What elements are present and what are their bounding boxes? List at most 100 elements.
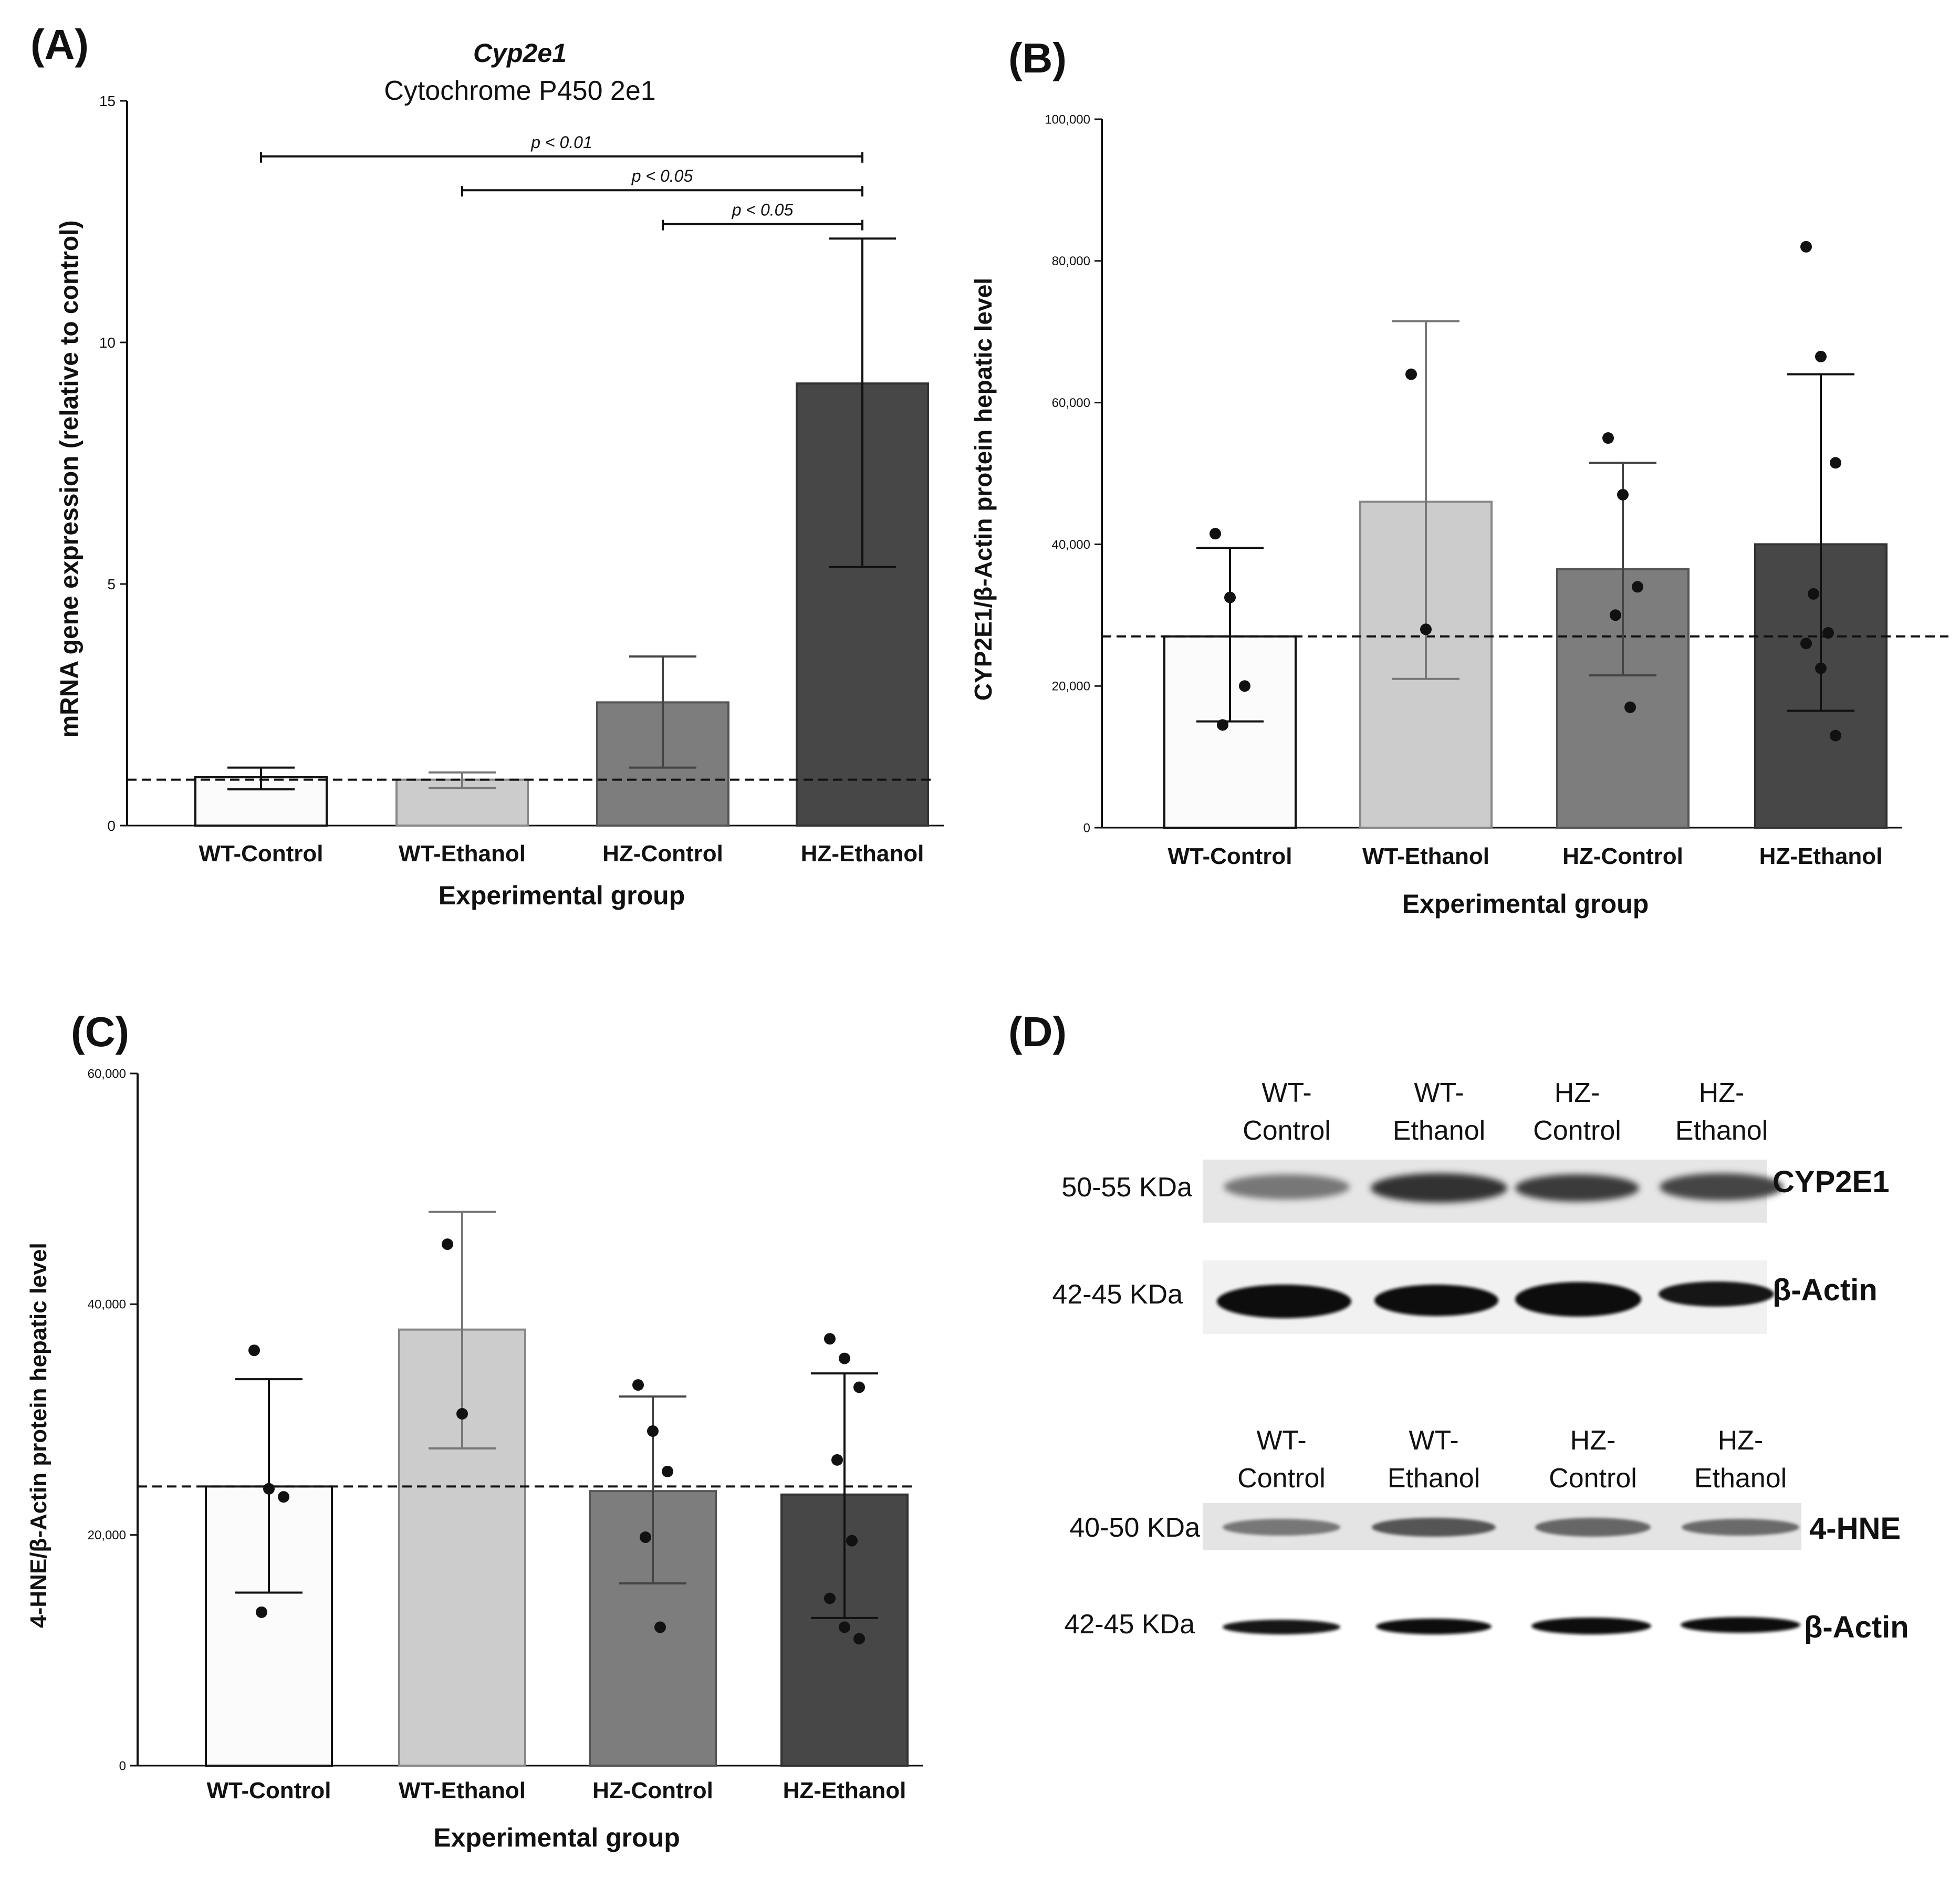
data-point bbox=[824, 1333, 836, 1345]
blot-size-4hne: 40-50 KDa bbox=[1069, 1513, 1200, 1543]
upper-lane-2-line1: WT- bbox=[1414, 1078, 1464, 1108]
category-label: HZ-Ethanol bbox=[801, 841, 924, 867]
chart-a-title: Cytochrome P450 2e1 bbox=[384, 76, 655, 106]
blot-size-cyp2e1: 50-55 KDa bbox=[1061, 1172, 1192, 1203]
x-axis-label: Experimental group bbox=[1402, 889, 1649, 919]
blot-protein-cyp2e1: CYP2E1 bbox=[1773, 1165, 1889, 1199]
upper-lane-2-line2: Ethanol bbox=[1393, 1115, 1485, 1146]
data-point bbox=[1830, 729, 1841, 742]
category-label: HZ-Ethanol bbox=[783, 1778, 906, 1803]
data-point bbox=[456, 1408, 468, 1420]
data-point bbox=[654, 1621, 666, 1633]
data-point bbox=[1800, 241, 1812, 253]
y-tick-label: 100,000 bbox=[1045, 112, 1090, 127]
blot-bands-actin-upper bbox=[1217, 1281, 1774, 1318]
category-label: HZ-Control bbox=[1562, 843, 1683, 869]
chart-c: 0 20,000 40,000 60,000 4-HNE/β-Actin protein… bbox=[26, 1067, 923, 1852]
data-point bbox=[824, 1592, 836, 1604]
category-label: WT-Ethanol bbox=[399, 841, 526, 867]
blot-bands-actin-lower bbox=[1223, 1617, 1800, 1634]
chart-a: 0 5 10 15 mRNA gene expression (relative to … bbox=[56, 93, 944, 910]
data-point bbox=[248, 1344, 260, 1357]
data-point bbox=[1815, 662, 1827, 674]
y-tick-label: 10 bbox=[99, 335, 116, 351]
category-label: HZ-Control bbox=[602, 841, 723, 867]
y-tick-label: 5 bbox=[107, 576, 116, 592]
y-tick-label: 0 bbox=[1083, 821, 1090, 835]
category-label: WT-Ethanol bbox=[1362, 843, 1489, 869]
y-tick-label: 80,000 bbox=[1052, 254, 1090, 268]
data-point bbox=[1830, 457, 1841, 469]
data-point bbox=[1210, 528, 1221, 540]
upper-lane-4-line2: Ethanol bbox=[1675, 1115, 1768, 1146]
significance-label: p < 0.05 bbox=[732, 201, 794, 220]
data-point bbox=[1815, 350, 1827, 362]
data-point bbox=[263, 1483, 275, 1495]
data-point bbox=[632, 1379, 644, 1391]
panel-label-c: (C) bbox=[71, 1008, 129, 1055]
upper-lane-4-line1: HZ- bbox=[1699, 1078, 1745, 1108]
y-tick-label: 20,000 bbox=[1052, 680, 1090, 694]
chart-b: 0 20,000 40,000 60,000 80,000 100,000 CYP2E1/β… bbox=[969, 112, 1948, 919]
data-point bbox=[647, 1425, 659, 1437]
chart-a-title-gene: Cyp2e1 bbox=[473, 38, 567, 68]
data-point bbox=[1217, 719, 1228, 731]
significance-label: p < 0.01 bbox=[530, 133, 592, 152]
data-point bbox=[1808, 588, 1819, 600]
data-point bbox=[640, 1531, 651, 1544]
blot-bands-4hne bbox=[1223, 1518, 1799, 1537]
y-tick-label: 60,000 bbox=[88, 1067, 126, 1081]
y-tick-label: 15 bbox=[99, 93, 116, 109]
lower-lane-1-line2: Control bbox=[1237, 1463, 1326, 1494]
y-tick-label: 40,000 bbox=[1052, 538, 1090, 552]
data-point bbox=[1624, 701, 1636, 713]
data-point bbox=[831, 1454, 843, 1466]
upper-lane-3-line1: HZ- bbox=[1555, 1078, 1600, 1108]
significance-label: p < 0.05 bbox=[631, 166, 693, 185]
data-point bbox=[1602, 432, 1614, 444]
panel-label-d: (D) bbox=[1008, 1008, 1067, 1055]
data-point bbox=[442, 1238, 453, 1250]
category-label: WT-Control bbox=[206, 1778, 331, 1803]
upper-lane-1-line1: WT- bbox=[1262, 1078, 1311, 1108]
lower-lane-2-line1: WT- bbox=[1409, 1425, 1458, 1456]
y-axis-label: CYP2E1/β-Actin protein hepatic level bbox=[969, 278, 997, 701]
lower-lane-2-line2: Ethanol bbox=[1388, 1463, 1480, 1494]
data-point bbox=[278, 1491, 289, 1503]
western-blot-panel: WT- Control WT- Ethanol HZ- Control HZ- … bbox=[1052, 1078, 1909, 1644]
category-label: WT-Ethanol bbox=[399, 1778, 526, 1803]
data-point bbox=[256, 1606, 267, 1618]
lower-lane-3-line1: HZ- bbox=[1570, 1425, 1616, 1456]
data-point bbox=[1610, 609, 1621, 621]
y-tick-label: 20,000 bbox=[88, 1528, 126, 1542]
lower-lane-4-line1: HZ- bbox=[1718, 1425, 1764, 1456]
blot-protein-actin-lower: β-Actin bbox=[1804, 1610, 1909, 1644]
data-point bbox=[1224, 591, 1236, 603]
lower-lane-1-line1: WT- bbox=[1256, 1425, 1306, 1456]
data-point bbox=[853, 1633, 865, 1645]
data-point bbox=[1800, 638, 1812, 650]
x-axis-label: Experimental group bbox=[433, 1823, 680, 1852]
upper-lane-1-line2: Control bbox=[1243, 1115, 1331, 1146]
data-point bbox=[1617, 488, 1629, 500]
data-point bbox=[839, 1352, 850, 1364]
data-point bbox=[1420, 623, 1432, 635]
data-point bbox=[1239, 680, 1250, 692]
data-point bbox=[1632, 581, 1643, 593]
lower-lane-3-line2: Control bbox=[1549, 1463, 1637, 1494]
blot-bands-cyp2e1 bbox=[1224, 1173, 1784, 1203]
y-axis-label: 4-HNE/β-Actin protein hepatic level bbox=[26, 1243, 51, 1628]
category-label: HZ-Ethanol bbox=[1759, 843, 1883, 869]
y-tick-label: 0 bbox=[119, 1759, 126, 1773]
category-label: WT-Control bbox=[1167, 843, 1292, 869]
data-point bbox=[662, 1465, 673, 1477]
y-tick-label: 40,000 bbox=[88, 1298, 126, 1312]
blot-protein-actin-upper: β-Actin bbox=[1773, 1273, 1878, 1307]
x-axis-label: Experimental group bbox=[439, 881, 685, 910]
category-label: WT-Control bbox=[199, 841, 323, 867]
category-label: HZ-Control bbox=[592, 1778, 713, 1803]
blot-size-actin-upper: 42-45 KDa bbox=[1052, 1279, 1183, 1310]
lower-lane-4-line2: Ethanol bbox=[1694, 1463, 1787, 1494]
y-tick-label: 60,000 bbox=[1052, 396, 1090, 410]
